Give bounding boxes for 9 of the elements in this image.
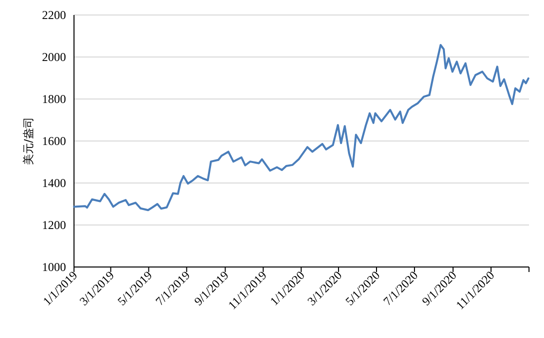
y-axis-title: 美元/盎司 <box>22 117 35 165</box>
y-tick-label: 1200 <box>42 218 66 232</box>
y-tick-label: 1000 <box>42 260 66 274</box>
y-tick-label: 1600 <box>42 134 66 148</box>
y-tick-label: 2200 <box>42 8 66 22</box>
y-tick-label: 1800 <box>42 92 66 106</box>
y-tick-label: 1400 <box>42 176 66 190</box>
line-series <box>73 44 530 212</box>
y-tick-label: 2000 <box>42 50 66 64</box>
